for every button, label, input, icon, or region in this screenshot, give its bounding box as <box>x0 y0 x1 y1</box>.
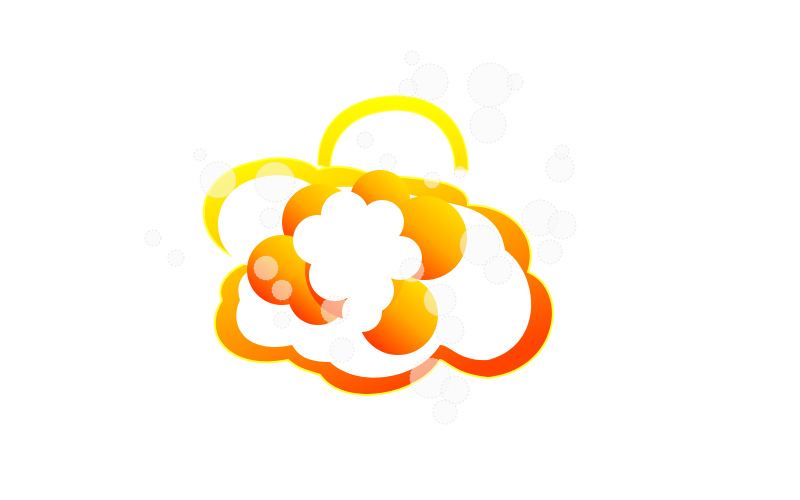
drifting-smoke <box>144 50 577 425</box>
core-smoke <box>293 191 422 332</box>
top-yellow-arc <box>317 95 469 171</box>
